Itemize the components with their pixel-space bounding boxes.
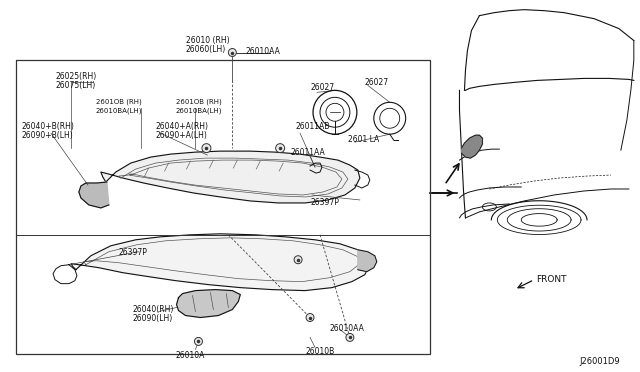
Text: 26010A: 26010A [175, 352, 205, 360]
Text: 26027: 26027 [365, 78, 389, 87]
Circle shape [195, 337, 202, 346]
Text: 26010AA: 26010AA [245, 46, 280, 55]
Text: 26040(RH): 26040(RH) [132, 305, 174, 314]
Text: 26090(LH): 26090(LH) [132, 314, 173, 323]
Text: 26090+A(LH): 26090+A(LH) [156, 131, 207, 140]
Circle shape [306, 314, 314, 321]
Text: 26010B: 26010B [305, 347, 334, 356]
Text: 26010BA(LH): 26010BA(LH) [96, 107, 142, 114]
Polygon shape [177, 290, 240, 318]
Text: 26010BA(LH): 26010BA(LH) [175, 107, 222, 114]
Text: 26040+B(RH): 26040+B(RH) [21, 122, 74, 131]
Text: 26075(LH): 26075(LH) [56, 81, 96, 90]
Circle shape [276, 144, 285, 153]
Text: FRONT: FRONT [536, 275, 566, 284]
Bar [16, 61, 429, 235]
Bar [16, 61, 429, 355]
Text: 2601OB (RH): 2601OB (RH) [175, 98, 221, 105]
Text: 26027: 26027 [310, 83, 334, 92]
Text: 26011AB: 26011AB [295, 122, 330, 131]
Polygon shape [101, 151, 360, 203]
Polygon shape [79, 182, 109, 208]
Text: J26001D9: J26001D9 [579, 357, 620, 366]
Text: 26060(LH): 26060(LH) [186, 45, 226, 54]
Polygon shape [358, 250, 377, 272]
Text: 26025(RH): 26025(RH) [56, 73, 97, 81]
Circle shape [228, 48, 236, 57]
Polygon shape [461, 135, 483, 158]
Polygon shape [71, 234, 370, 291]
Text: 26011AA: 26011AA [290, 148, 325, 157]
Circle shape [202, 144, 211, 153]
Circle shape [346, 333, 354, 341]
Text: 2601OB (RH): 2601OB (RH) [96, 98, 141, 105]
Circle shape [294, 256, 302, 264]
Text: 26397P: 26397P [119, 248, 148, 257]
Text: 26040+A(RH): 26040+A(RH) [156, 122, 209, 131]
Text: 26010 (RH): 26010 (RH) [186, 36, 229, 45]
Text: 26090+B(LH): 26090+B(LH) [21, 131, 73, 140]
Text: 26010AA: 26010AA [330, 324, 365, 333]
Text: 2601 LA: 2601 LA [348, 135, 379, 144]
Text: 26397P: 26397P [310, 198, 339, 207]
